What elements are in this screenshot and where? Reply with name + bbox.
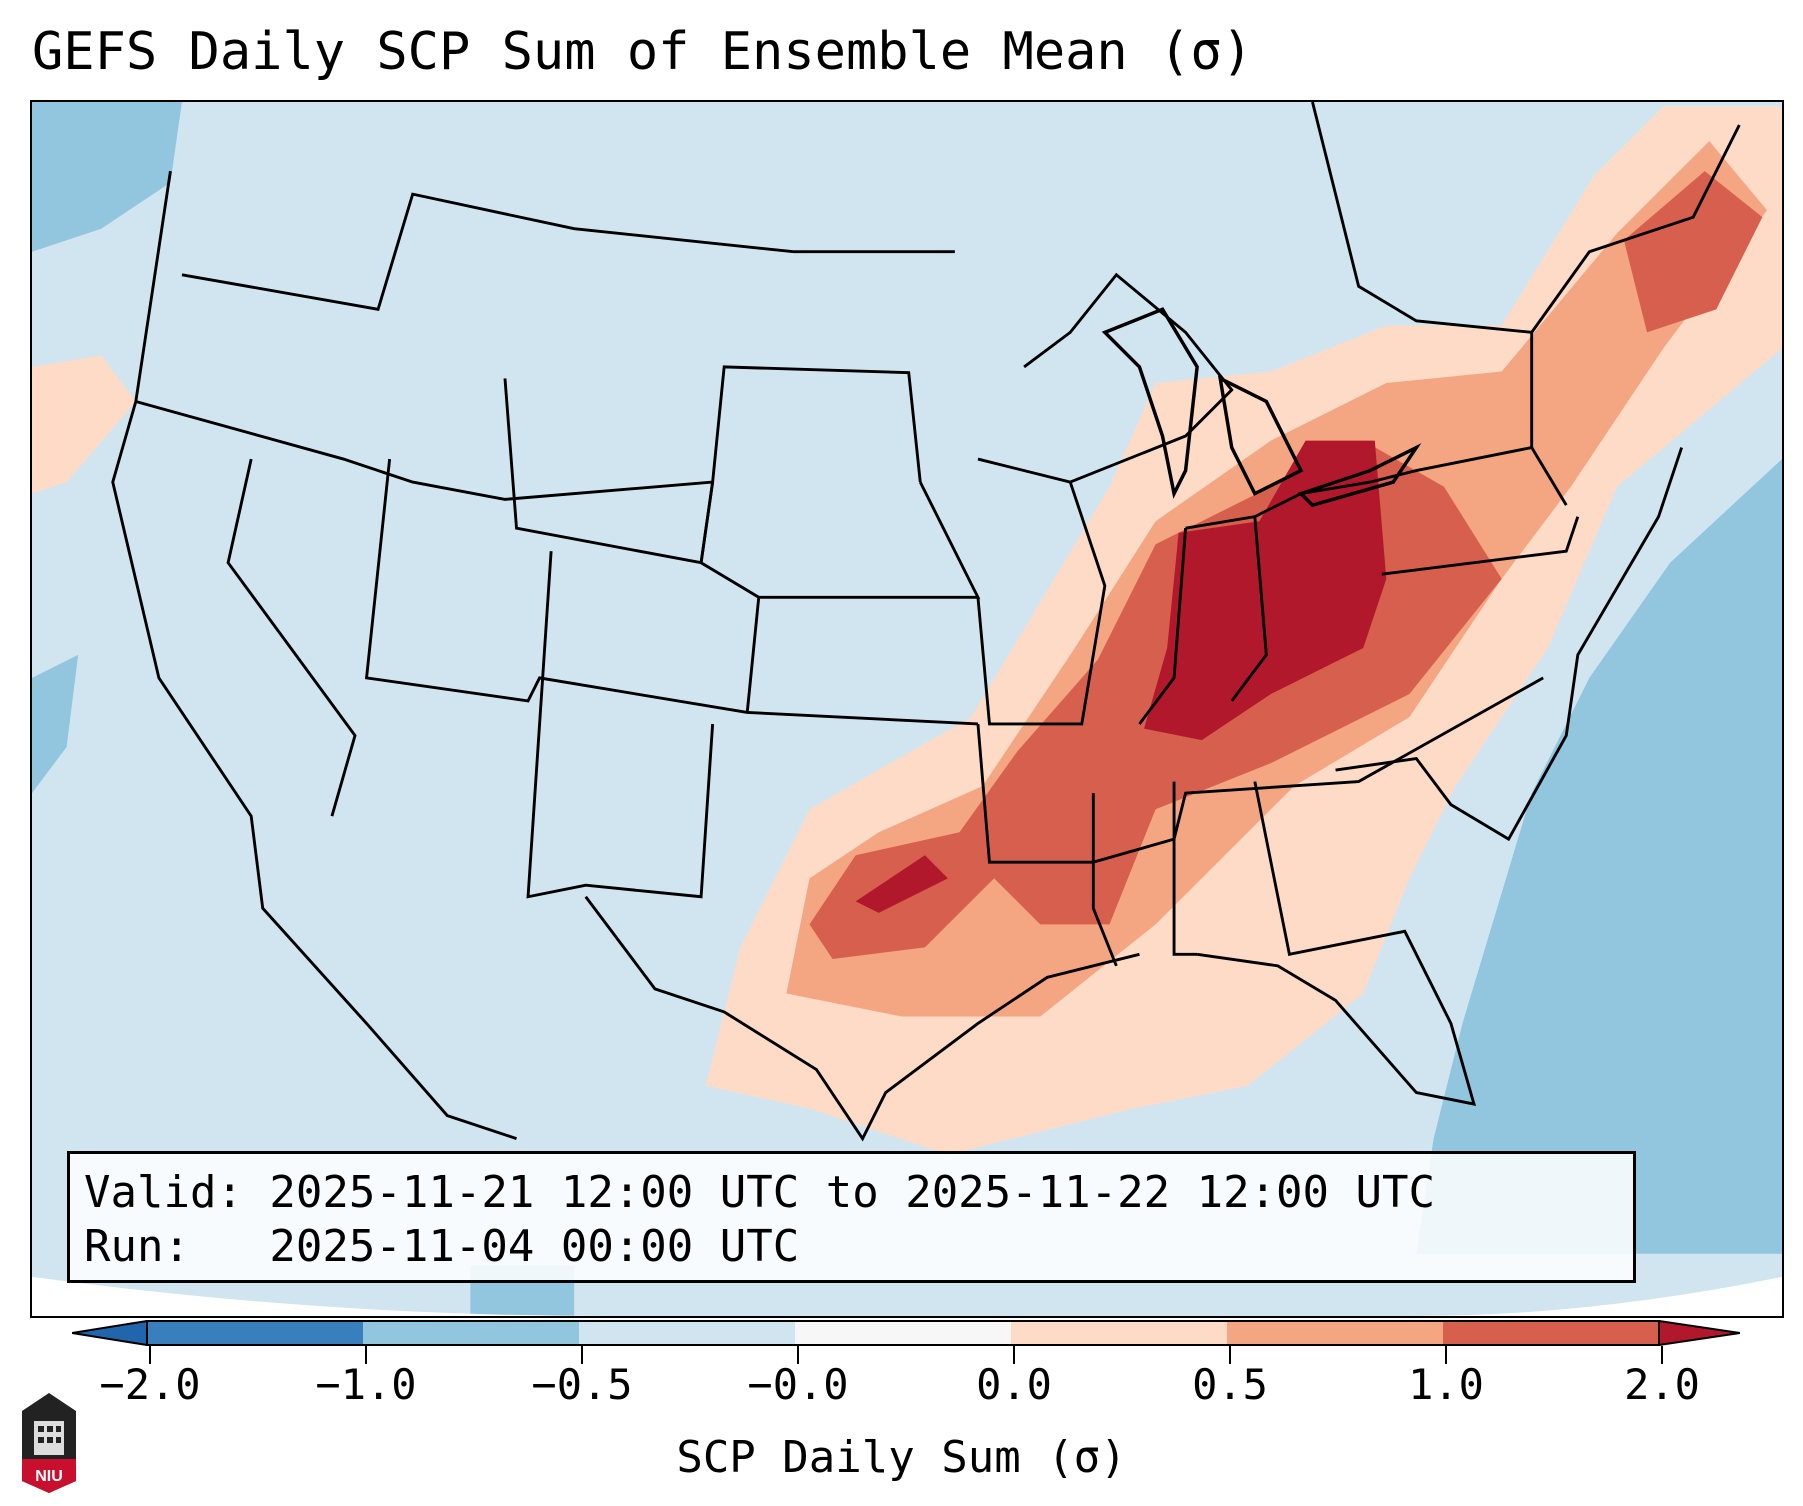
- positive-region-nw: [32, 355, 136, 494]
- colorbar-extend-low: [72, 1320, 148, 1346]
- valid-time-info-box: Valid: 2025-11-21 12:00 UTC to 2025-11-2…: [67, 1151, 1636, 1283]
- positive-region-max-texas: [855, 855, 948, 913]
- colorbar-tick-mark: [581, 1346, 583, 1364]
- colorbar-label: SCP Daily Sum (σ): [676, 1432, 1127, 1483]
- colorbar-bin-2: [363, 1321, 579, 1345]
- niu-logo: NIU: [22, 1393, 76, 1493]
- run-time-text: Run: 2025-11-04 00:00 UTC: [84, 1221, 800, 1272]
- colorbar-bin-7: [1443, 1321, 1659, 1345]
- state-borders: [111, 102, 1741, 1142]
- colorbar-tick-mark: [1013, 1346, 1015, 1364]
- figure-title: GEFS Daily SCP Sum of Ensemble Mean (σ): [32, 22, 1253, 82]
- colorbar-tick-label: 2.0: [1624, 1360, 1700, 1409]
- valid-time-text: Valid: 2025-11-21 12:00 UTC to 2025-11-2…: [84, 1167, 1436, 1218]
- map-panel: [30, 100, 1784, 1318]
- colorbar-tick-label: 0.5: [1192, 1360, 1268, 1409]
- positive-region-max-ohio-valley: [1144, 440, 1387, 741]
- outside-projection-sw: [32, 1276, 609, 1316]
- pacific-negative-strip: [32, 654, 79, 794]
- colorbar-tick-label: −1.0: [315, 1360, 417, 1409]
- colorbar-tick-mark: [1229, 1346, 1231, 1364]
- scp-field-map: [32, 102, 1782, 1316]
- great-lakes-outline: [1101, 307, 1422, 508]
- colorbar-bin-5: [1011, 1321, 1227, 1345]
- colorbar-tick-mark: [149, 1346, 151, 1364]
- colorbar-tick-label: 0.0: [976, 1360, 1052, 1409]
- colorbar-tick-mark: [797, 1346, 799, 1364]
- outside-projection-se: [1416, 1276, 1782, 1316]
- colorbar-bin-4: [795, 1321, 1011, 1345]
- colorbar-bin-3: [579, 1321, 795, 1345]
- colorbar-extend-high: [1658, 1320, 1740, 1346]
- colorbar-tick-label: 1.0: [1408, 1360, 1484, 1409]
- positive-region-ne: [1623, 171, 1763, 333]
- colorbar-tick-mark: [1445, 1346, 1447, 1364]
- svg-text:NIU: NIU: [35, 1468, 63, 1485]
- colorbar-tick-label: −0.5: [531, 1360, 633, 1409]
- pacific-negative-region: [32, 102, 182, 252]
- colorbar: [72, 1320, 1740, 1346]
- atlantic-negative-region: [1416, 459, 1782, 1254]
- colorbar-tick-label: −0.0: [747, 1360, 849, 1409]
- colorbar-bin-1: [147, 1321, 363, 1345]
- colorbar-tick-label: −2.0: [99, 1360, 201, 1409]
- colorbar-bin-6: [1227, 1321, 1443, 1345]
- colorbar-tick-mark: [365, 1346, 367, 1364]
- colorbar-outline: [146, 1320, 1660, 1346]
- colorbar-tick-mark: [1661, 1346, 1663, 1364]
